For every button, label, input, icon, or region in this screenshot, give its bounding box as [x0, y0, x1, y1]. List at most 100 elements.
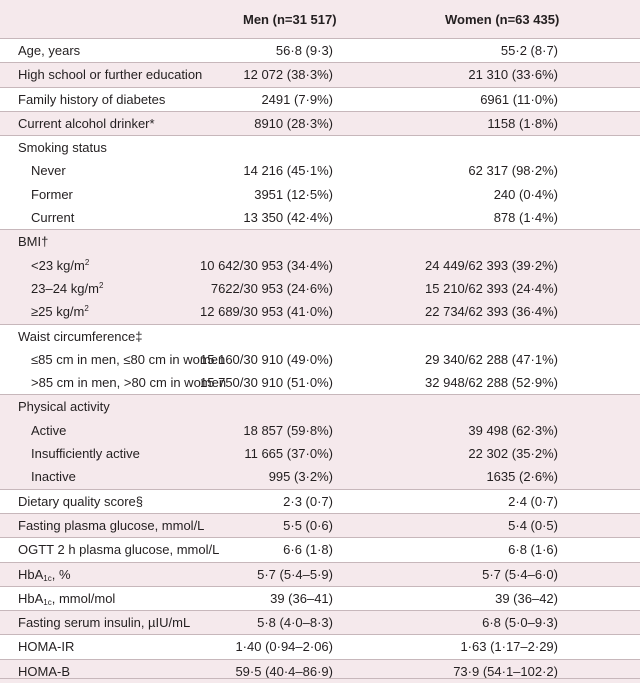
section-waist: Waist circumference‡ ≤85 cm in men, ≤80 …	[0, 323, 640, 395]
section-family-history: Family history of diabetes 2491 (7·9%) 6…	[0, 86, 640, 111]
table-row: BMI†	[0, 230, 640, 253]
group-heading: BMI†	[18, 234, 49, 250]
women-value: 32 948/62 288 (52·9%)	[425, 375, 558, 391]
group-heading: Smoking status	[18, 140, 107, 156]
row-label: HOMA-B	[18, 663, 70, 679]
row-label: OGTT 2 h plasma glucose, mmol/L	[18, 542, 220, 558]
women-column-header: Women (n=63 435)	[445, 11, 560, 27]
men-value: 6·6 (1·8)	[283, 542, 333, 558]
section-physical-activity: Physical activity Active 18 857 (59·8%) …	[0, 394, 640, 489]
section-bmi: BMI† <23 kg/m2 10 642/30 953 (34·4%) 24 …	[0, 229, 640, 324]
row-label: Fasting serum insulin, µIU/mL	[18, 615, 191, 631]
men-value: 8910 (28·3%)	[254, 115, 333, 131]
women-value: 1635 (2·6%)	[486, 469, 558, 485]
row-label: <23 kg/m2	[31, 254, 89, 277]
row-label: HbA1c, mmol/mol	[18, 587, 115, 610]
women-value: 6·8 (5·0–9·3)	[482, 615, 558, 631]
subscript: 1c	[43, 573, 52, 583]
row-label: >85 cm in men, >80 cm in women	[31, 375, 227, 391]
row-label: HbA1c, %	[18, 563, 71, 586]
group-heading: Physical activity	[18, 399, 110, 415]
men-value: 10 642/30 953 (34·4%)	[200, 257, 333, 273]
section-hba1c-mmol: HbA1c, mmol/mol 39 (36–41) 39 (36–42)	[0, 585, 640, 610]
table-row: >85 cm in men, >80 cm in women 15 750/30…	[0, 371, 640, 394]
label-text: HbA	[18, 590, 44, 606]
superscript: 2	[84, 304, 89, 314]
table-row: Former 3951 (12·5%) 240 (0·4%)	[0, 183, 640, 206]
men-value: 14 216 (45·1%)	[243, 163, 333, 179]
men-value: 56·8 (9·3)	[275, 43, 333, 58]
row-label: Family history of diabetes	[18, 91, 166, 107]
section-hba1c-percent: HbA1c, % 5·7 (5·4–5·9) 5·7 (5·4–6·0)	[0, 561, 640, 586]
table-row: 23–24 kg/m2 7622/30 953 (24·6%) 15 210/6…	[0, 277, 640, 300]
women-value: 21 310 (33·6%)	[468, 67, 558, 83]
section-homa-ir: HOMA-IR 1·40 (0·94–2·06) 1·63 (1·17–2·29…	[0, 634, 640, 658]
men-value: 11 665 (37·0%)	[244, 446, 333, 462]
women-value: 1158 (1·8%)	[487, 115, 558, 131]
men-value: 2·3 (0·7)	[283, 493, 333, 509]
table-row: Waist circumference‡	[0, 325, 640, 348]
men-value: 18 857 (59·8%)	[243, 422, 333, 438]
label-text: , mmol/mol	[51, 590, 116, 606]
table-row: Insufficiently active 11 665 (37·0%) 22 …	[0, 442, 640, 465]
label-text: , %	[51, 566, 71, 582]
women-value: 24 449/62 393 (39·2%)	[425, 257, 558, 273]
subscript: 1c	[43, 597, 52, 607]
table-row: Age, years 56·8 (9·3) 55·2 (8·7)	[0, 39, 640, 62]
table-row: Current 13 350 (42·4%) 878 (1·4%)	[0, 206, 640, 229]
section-alcohol: Current alcohol drinker* 8910 (28·3%) 11…	[0, 110, 640, 136]
men-value: 15 750/30 910 (51·0%)	[200, 375, 333, 391]
table-row: ≥25 kg/m2 12 689/30 953 (41·0%) 22 734/6…	[0, 300, 640, 323]
label-text: 23–24 kg/m	[31, 280, 99, 296]
label-text: HbA	[18, 566, 44, 582]
women-value: 55·2 (8·7)	[500, 43, 558, 58]
women-value: 5·7 (5·4–6·0)	[482, 566, 558, 582]
table-row: Smoking status	[0, 136, 640, 159]
row-label: Current	[31, 210, 75, 226]
table-row: Dietary quality score§ 2·3 (0·7) 2·4 (0·…	[0, 490, 640, 513]
table-row: Fasting plasma glucose, mmol/L 5·5 (0·6)…	[0, 514, 640, 537]
table-row: Active 18 857 (59·8%) 39 498 (62·3%)	[0, 419, 640, 442]
table-row: OGTT 2 h plasma glucose, mmol/L 6·6 (1·8…	[0, 538, 640, 561]
table-row: ≤85 cm in men, ≤80 cm in women 15 160/30…	[0, 348, 640, 371]
row-label: Inactive	[31, 469, 76, 485]
table-row: HbA1c, mmol/mol 39 (36–41) 39 (36–42)	[0, 587, 640, 610]
men-value: 3951 (12·5%)	[254, 186, 333, 202]
table-row: Physical activity	[0, 395, 640, 418]
row-label: Fasting plasma glucose, mmol/L	[18, 517, 205, 533]
men-value: 2491 (7·9%)	[261, 91, 333, 107]
label-text: ≥25 kg/m	[31, 304, 85, 320]
men-value: 12 072 (38·3%)	[243, 67, 333, 83]
section-insulin: Fasting serum insulin, µIU/mL 5·8 (4·0–8…	[0, 610, 640, 635]
row-label: Age, years	[18, 43, 81, 58]
women-value: 39 (36–42)	[495, 590, 558, 606]
women-value: 29 340/62 288 (47·1%)	[425, 351, 558, 367]
women-value: 39 498 (62·3%)	[468, 422, 558, 438]
row-label: Current alcohol drinker*	[18, 115, 155, 131]
men-value: 1·40 (0·94–2·06)	[235, 639, 333, 655]
section-diet: Dietary quality score§ 2·3 (0·7) 2·4 (0·…	[0, 488, 640, 513]
superscript: 2	[98, 280, 104, 290]
section-education: High school or further education 12 072 …	[0, 62, 640, 87]
table-row: HOMA-B 59·5 (40·4–86·9) 73·9 (54·1–102·2…	[0, 660, 640, 683]
table-row: Inactive 995 (3·2%) 1635 (2·6%)	[0, 465, 640, 488]
men-value: 13 350 (42·4%)	[243, 210, 333, 226]
table-row: HbA1c, % 5·7 (5·4–5·9) 5·7 (5·4–6·0)	[0, 563, 640, 586]
men-value: 5·7 (5·4–5·9)	[257, 566, 333, 582]
women-value: 1·63 (1·17–2·29)	[460, 639, 558, 655]
row-label: HOMA-IR	[18, 639, 75, 655]
men-value: 5·5 (0·6)	[283, 517, 333, 533]
row-label: High school or further education	[18, 67, 203, 83]
men-value: 39 (36–41)	[270, 590, 333, 606]
row-label: ≥25 kg/m2	[31, 300, 89, 323]
women-value: 240 (0·4%)	[493, 186, 558, 202]
men-value: 12 689/30 953 (41·0%)	[200, 304, 333, 320]
row-label: Active	[31, 422, 67, 438]
section-fpg: Fasting plasma glucose, mmol/L 5·5 (0·6)…	[0, 512, 640, 538]
women-value: 62 317 (98·2%)	[468, 163, 558, 179]
women-value: 878 (1·4%)	[493, 210, 558, 226]
row-label: Dietary quality score§	[18, 493, 143, 509]
row-label: ≤85 cm in men, ≤80 cm in women	[31, 351, 226, 367]
row-label: Never	[31, 163, 66, 179]
